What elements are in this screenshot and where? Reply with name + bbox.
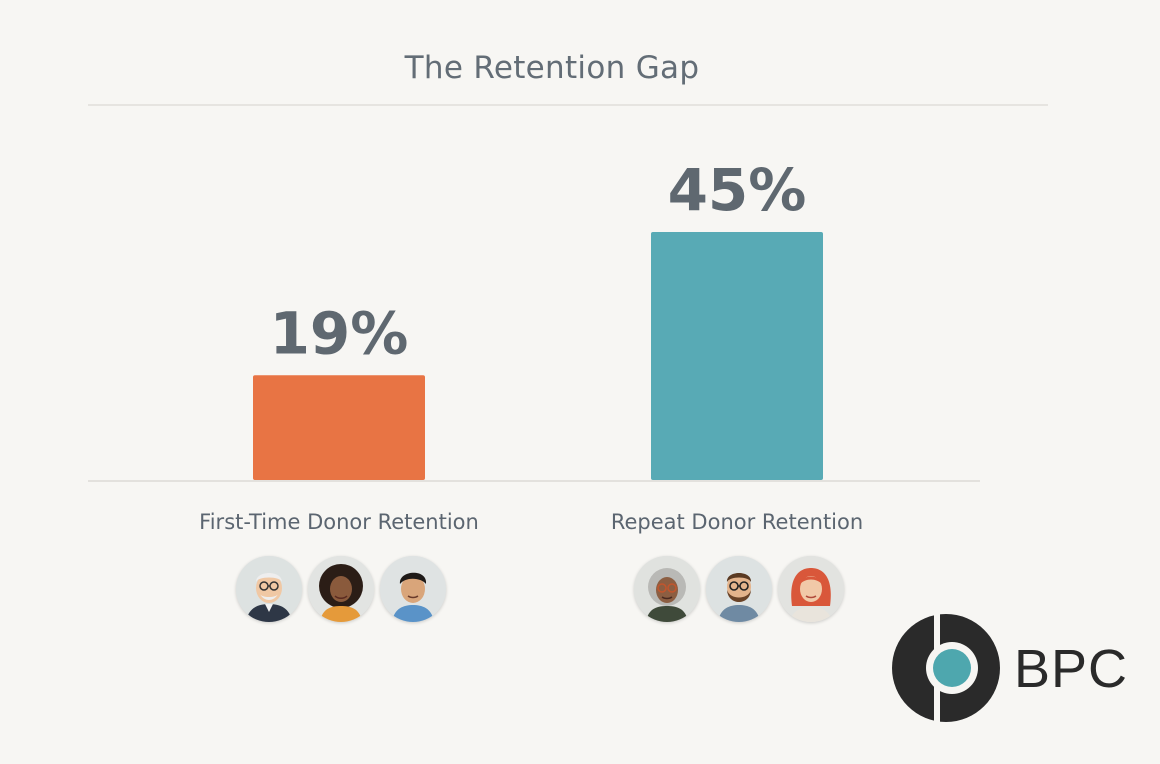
bars-layer: 19% First-Time Donor Retention 45% Repeat D…: [199, 156, 863, 534]
older-woman-glasses-avatar: [634, 556, 700, 622]
bar-value-label: 19%: [270, 299, 409, 367]
woman-curly-hair-avatar: [308, 556, 374, 622]
red-hair-woman-avatar: [778, 556, 844, 622]
bar-repeat: [651, 232, 823, 480]
chart-title: The Retention Gap: [404, 50, 700, 86]
young-man-avatar: [380, 556, 446, 622]
category-label: Repeat Donor Retention: [611, 510, 863, 534]
category-label: First-Time Donor Retention: [199, 510, 479, 534]
repeat-donor-avatars: [634, 556, 844, 622]
bearded-man-glasses-avatar: [706, 556, 772, 622]
title-divider: [88, 104, 1048, 106]
logo-wordmark: BPC: [1014, 639, 1129, 699]
man-with-glasses-avatar: [236, 556, 302, 622]
bpc-logo-mark: [892, 614, 1000, 722]
bpc-logo: BPC: [890, 612, 1130, 724]
bar-first-time: [253, 375, 425, 480]
bar-value-label: 45%: [668, 156, 807, 224]
first-time-donor-avatars: [236, 556, 446, 622]
